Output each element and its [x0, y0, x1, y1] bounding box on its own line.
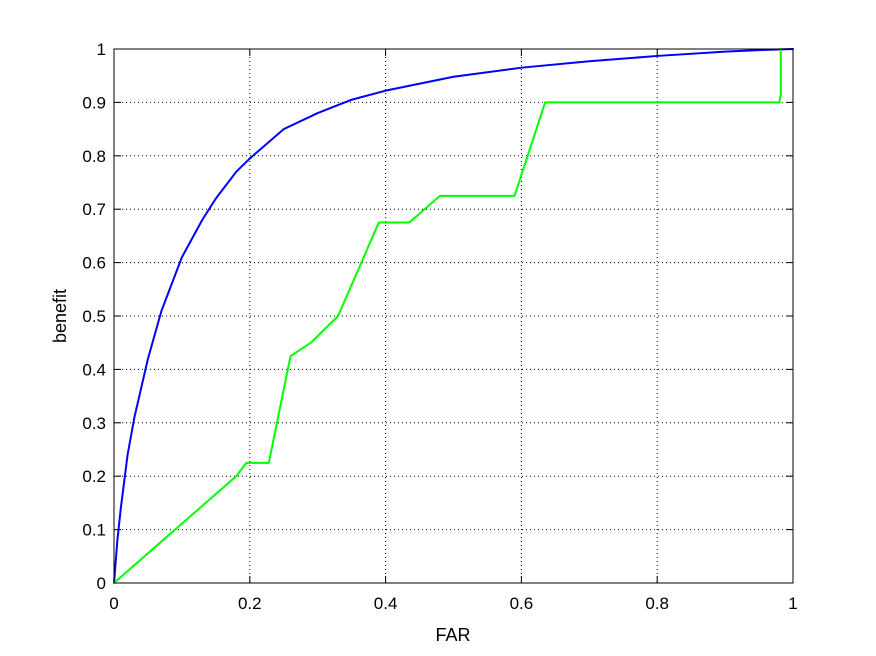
y-tick-label: 0.9: [82, 93, 106, 112]
y-tick-label: 0.4: [82, 360, 106, 379]
x-axis-label: FAR: [435, 625, 470, 645]
x-tick-label: 0.6: [510, 594, 534, 613]
plot-area: [114, 49, 793, 583]
plot-background: [114, 49, 793, 583]
x-tick-label: 0.4: [374, 594, 398, 613]
x-axis-ticks: 0 0.2 0.4 0.6 0.8 1: [109, 49, 798, 613]
series-layer: [113, 48, 794, 584]
y-tick-label: 0.2: [82, 467, 106, 486]
series-line-2: [113, 48, 782, 584]
x-tick-label: 0.8: [645, 594, 669, 613]
y-tick-label: 1: [97, 40, 106, 59]
y-axis-ticks: 0 0.1 0.2 0.3 0.4 0.5 0.6 0.7 0.8 0.9 1: [82, 40, 793, 593]
x-tick-label: 0: [109, 594, 118, 613]
y-tick-label: 0.6: [82, 254, 106, 273]
y-tick-label: 0.5: [82, 307, 106, 326]
series-line-1: [113, 48, 794, 584]
y-axis-label: benefit: [50, 289, 70, 343]
y-tick-label: 0.3: [82, 414, 106, 433]
x-tick-label: 1: [788, 594, 797, 613]
y-tick-label: 0.7: [82, 200, 106, 219]
y-tick-label: 0: [97, 574, 106, 593]
grid-lines: [114, 49, 793, 583]
x-tick-label: 0.2: [238, 594, 262, 613]
y-tick-label: 0.1: [82, 521, 106, 540]
y-tick-label: 0.8: [82, 147, 106, 166]
